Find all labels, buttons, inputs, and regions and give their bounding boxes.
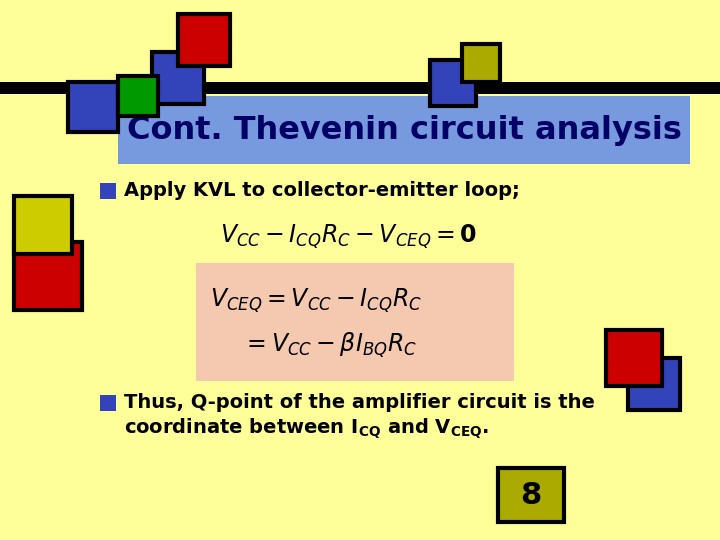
Bar	[628, 358, 680, 410]
Bar	[118, 76, 158, 116]
Bar	[178, 14, 230, 66]
Bar	[100, 183, 116, 199]
Bar	[152, 52, 204, 104]
Text: $= \mathit{V}_{CC} - \beta\mathit{I}_{BQ}\mathit{R}_C$: $= \mathit{V}_{CC} - \beta\mathit{I}_{BQ…	[242, 330, 417, 360]
Text: Thus, Q-point of the amplifier circuit is the: Thus, Q-point of the amplifier circuit i…	[124, 394, 595, 413]
Bar	[100, 395, 116, 411]
Text: Cont. Thevenin circuit analysis: Cont. Thevenin circuit analysis	[127, 114, 681, 145]
Text: Apply KVL to collector-emitter loop;: Apply KVL to collector-emitter loop;	[124, 181, 520, 200]
Bar	[196, 263, 514, 381]
Bar	[498, 468, 564, 522]
Bar	[462, 44, 500, 82]
Text: coordinate between $\mathbf{I}$$_{\mathbf{CQ}}$ and $\mathbf{V}$$_{\mathbf{CEQ}}: coordinate between $\mathbf{I}$$_{\mathb…	[124, 417, 489, 441]
Bar	[606, 330, 662, 386]
Text: 8: 8	[521, 481, 541, 510]
Bar	[118, 96, 690, 164]
Text: $\mathit{V}_{CEQ} = \mathit{V}_{CC} - \mathit{I}_{CQ}\mathit{R}_C$: $\mathit{V}_{CEQ} = \mathit{V}_{CC} - \m…	[210, 287, 422, 315]
Bar	[430, 60, 476, 106]
Bar	[0, 82, 720, 94]
Bar	[14, 196, 72, 254]
Bar	[14, 242, 82, 310]
Bar	[68, 82, 118, 132]
Text: $\mathit{V}_{CC} - \mathit{I}_{CQ}\mathit{R}_C - \mathit{V}_{CEQ} = \mathbf{0}$: $\mathit{V}_{CC} - \mathit{I}_{CQ}\mathi…	[220, 223, 477, 251]
